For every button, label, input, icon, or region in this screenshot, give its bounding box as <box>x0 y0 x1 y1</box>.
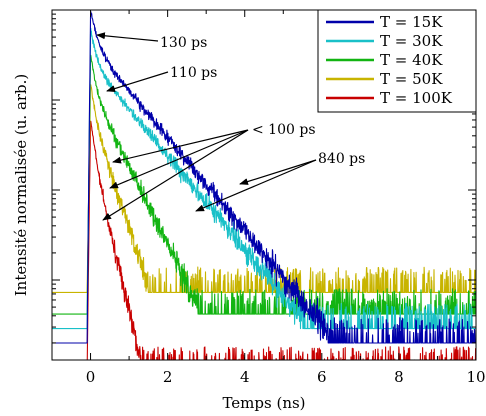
annotation-arrow <box>112 129 249 164</box>
annotation-label: 130 ps <box>160 35 207 51</box>
series-line <box>52 27 476 330</box>
series-traces <box>52 11 476 360</box>
x-tick-label: 4 <box>240 368 250 386</box>
annotation-arrow <box>239 159 317 185</box>
x-tick-label: 6 <box>317 368 327 386</box>
annotation-label: 840 ps <box>318 151 365 167</box>
annotation-label: < 100 ps <box>252 122 316 138</box>
x-axis-label: Temps (ns) <box>222 394 305 412</box>
x-tick-label: 0 <box>86 368 96 386</box>
series-line <box>86 120 476 360</box>
series-line <box>52 11 476 344</box>
legend-label: T = 15K <box>380 13 443 31</box>
legend-label: T = 100K <box>380 89 453 107</box>
legend-label: T = 50K <box>380 70 443 88</box>
series-line <box>52 84 476 293</box>
y-axis-label: Intensité normalisée (u. arb.) <box>12 74 30 297</box>
legend-label: T = 40K <box>380 51 443 69</box>
annotation-arrow <box>96 32 159 42</box>
annotation-arrow <box>102 129 249 221</box>
x-tick-label: 2 <box>163 368 173 386</box>
x-tick-label: 8 <box>394 368 404 386</box>
annotation-label: 110 ps <box>170 65 217 81</box>
annotation-arrow <box>195 159 317 212</box>
x-tick-label: 10 <box>466 368 485 386</box>
plot-frame <box>51 9 477 361</box>
annotation-arrow <box>109 129 249 189</box>
annotation-arrow <box>106 71 169 92</box>
legend-label: T = 30K <box>380 32 443 50</box>
